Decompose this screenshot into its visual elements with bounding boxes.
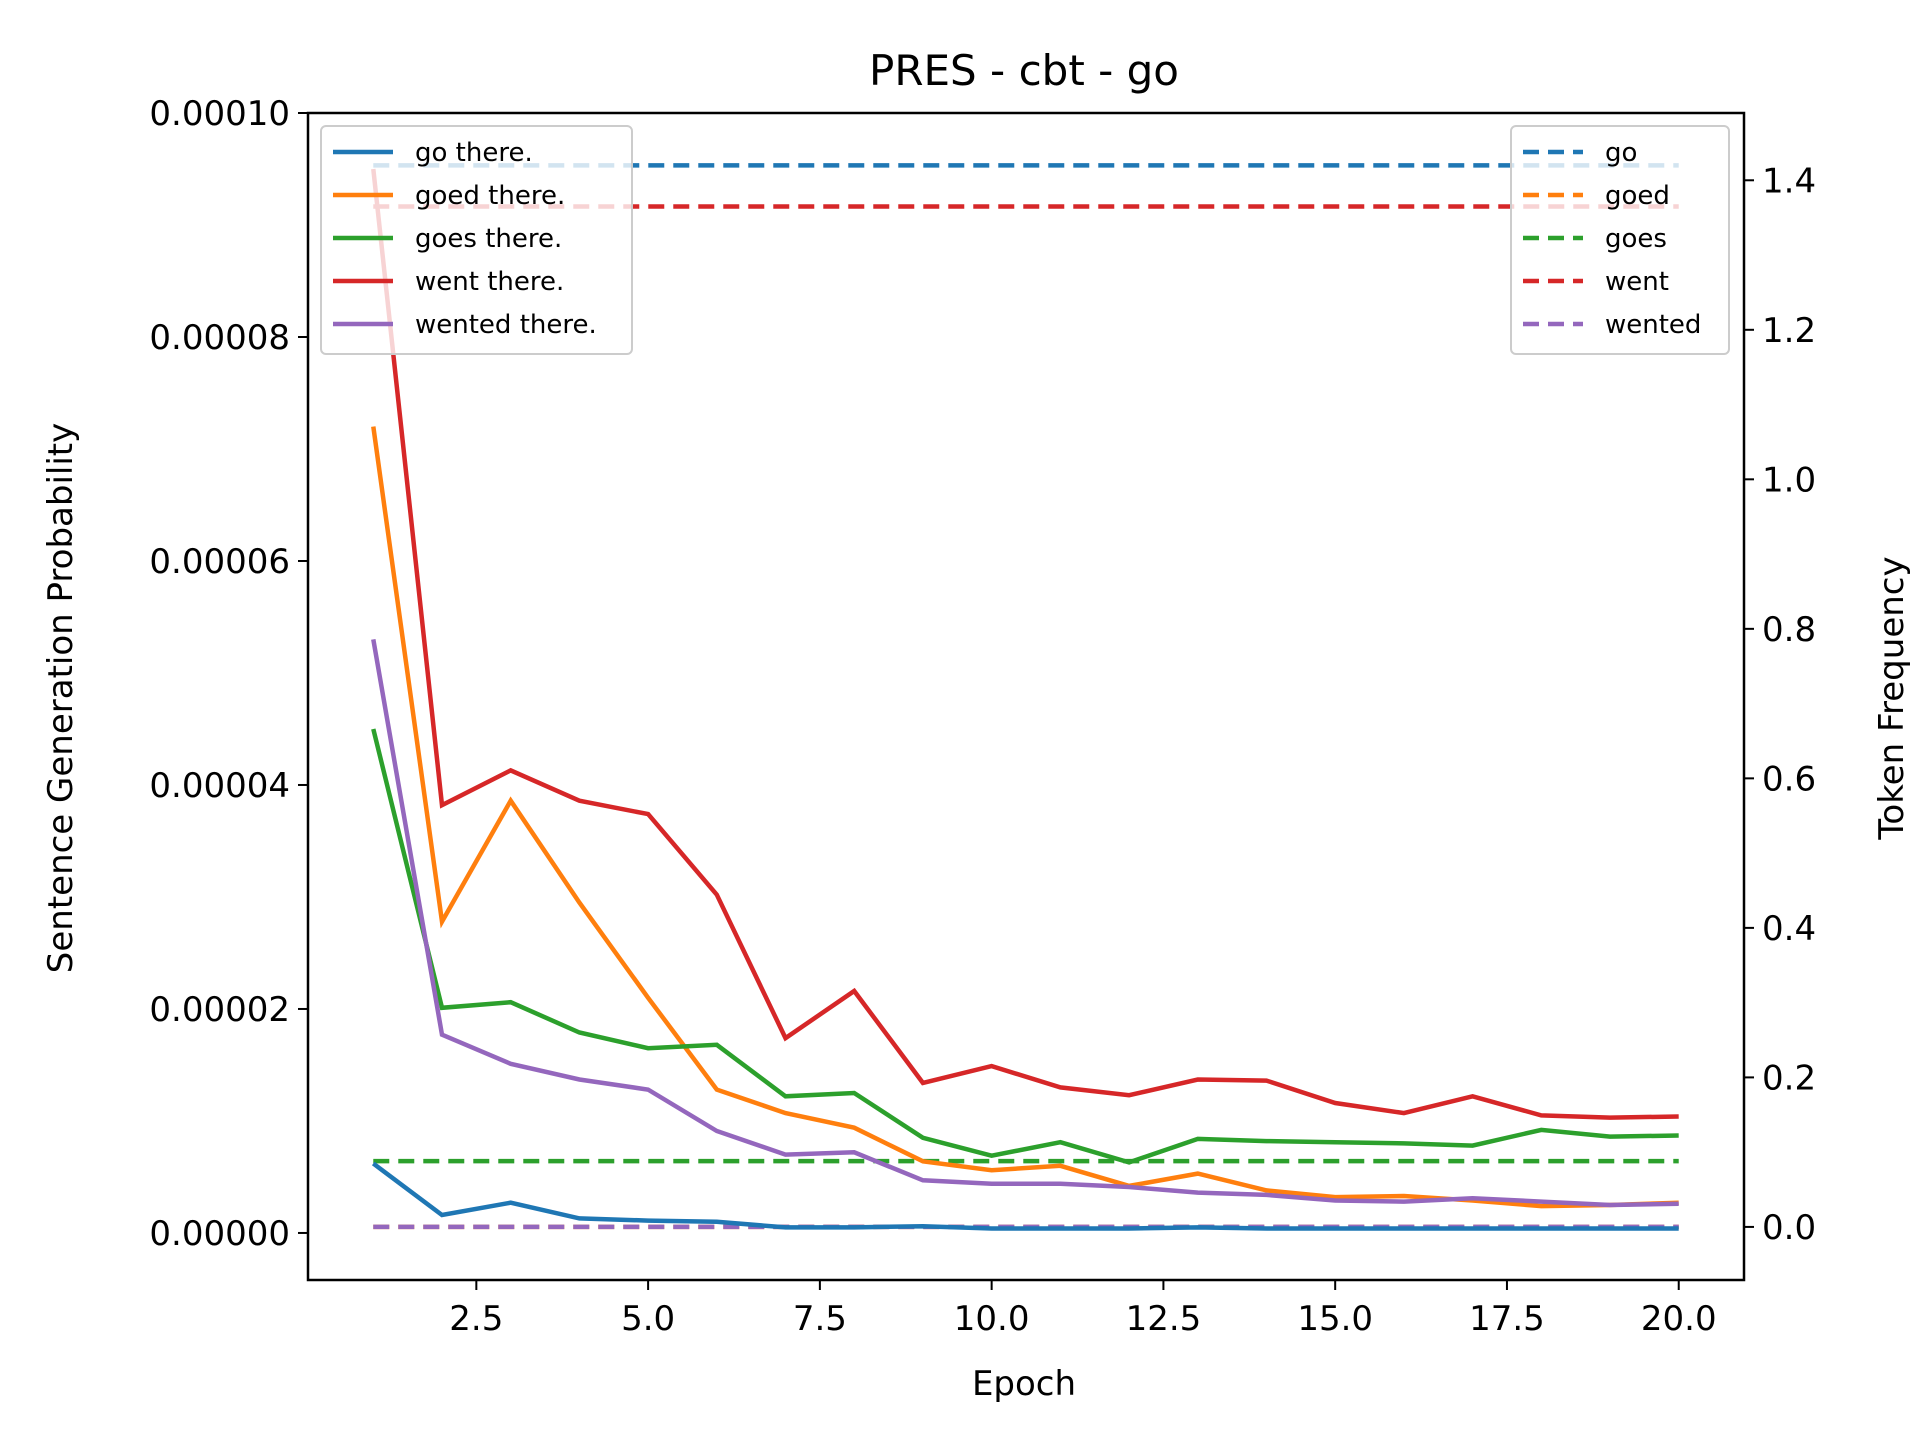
y-tick-label: 0.00010: [149, 94, 290, 134]
x-tick-label: 17.5: [1469, 1299, 1545, 1339]
y2-tick-label: 1.2: [1762, 311, 1816, 351]
y2-tick-label: 0.6: [1762, 759, 1816, 799]
y-tick-label: 0.00006: [149, 542, 290, 582]
x-tick-label: 7.5: [793, 1299, 847, 1339]
legend-label: goed there.: [415, 181, 565, 211]
x-tick-label: 2.5: [449, 1299, 503, 1339]
y-tick-label: 0.00004: [149, 766, 290, 806]
x-tick-label: 20.0: [1641, 1299, 1717, 1339]
x-tick-label: 10.0: [954, 1299, 1030, 1339]
legend-label: went there.: [415, 267, 564, 297]
chart-title: PRES - cbt - go: [869, 46, 1179, 95]
x-tick-label: 5.0: [621, 1299, 675, 1339]
series-line-goed-there: [373, 427, 1678, 1207]
y2-tick-label: 0.0: [1762, 1208, 1816, 1248]
legend-label: go there.: [415, 138, 533, 168]
legend-label: go: [1605, 138, 1637, 168]
legend-sentences: go there. goed there. goes there. went ther…: [321, 126, 632, 354]
x-axis-label: Epoch: [972, 1364, 1076, 1404]
y2-tick-label: 0.2: [1762, 1058, 1816, 1098]
y-tick-label: 0.00000: [149, 1214, 290, 1254]
legend-label: went: [1605, 267, 1669, 297]
y2-tick-label: 1.4: [1762, 161, 1816, 201]
y-axis-label: Sentence Generation Probability: [41, 423, 81, 973]
legend-tokens: go goed goes went wented: [1511, 126, 1729, 354]
x-tick-label: 12.5: [1126, 1299, 1202, 1339]
legend-label: wented: [1605, 310, 1701, 340]
y2-tick-label: 1.0: [1762, 460, 1816, 500]
series-line-wented-there: [373, 639, 1678, 1205]
legend-label: goed: [1605, 181, 1670, 211]
series-line-go-there: [373, 1164, 1678, 1229]
y2-tick-label: 0.4: [1762, 909, 1816, 949]
legend-label: wented there.: [415, 310, 597, 340]
y2-tick-label: 0.8: [1762, 610, 1816, 650]
legend-label: goes: [1605, 224, 1667, 254]
y2-axis-label: Token Frequency: [1872, 556, 1912, 840]
y-tick-label: 0.00002: [149, 990, 290, 1030]
legend-label: goes there.: [415, 224, 562, 254]
y-tick-label: 0.00008: [149, 318, 290, 358]
x-tick-label: 15.0: [1297, 1299, 1373, 1339]
